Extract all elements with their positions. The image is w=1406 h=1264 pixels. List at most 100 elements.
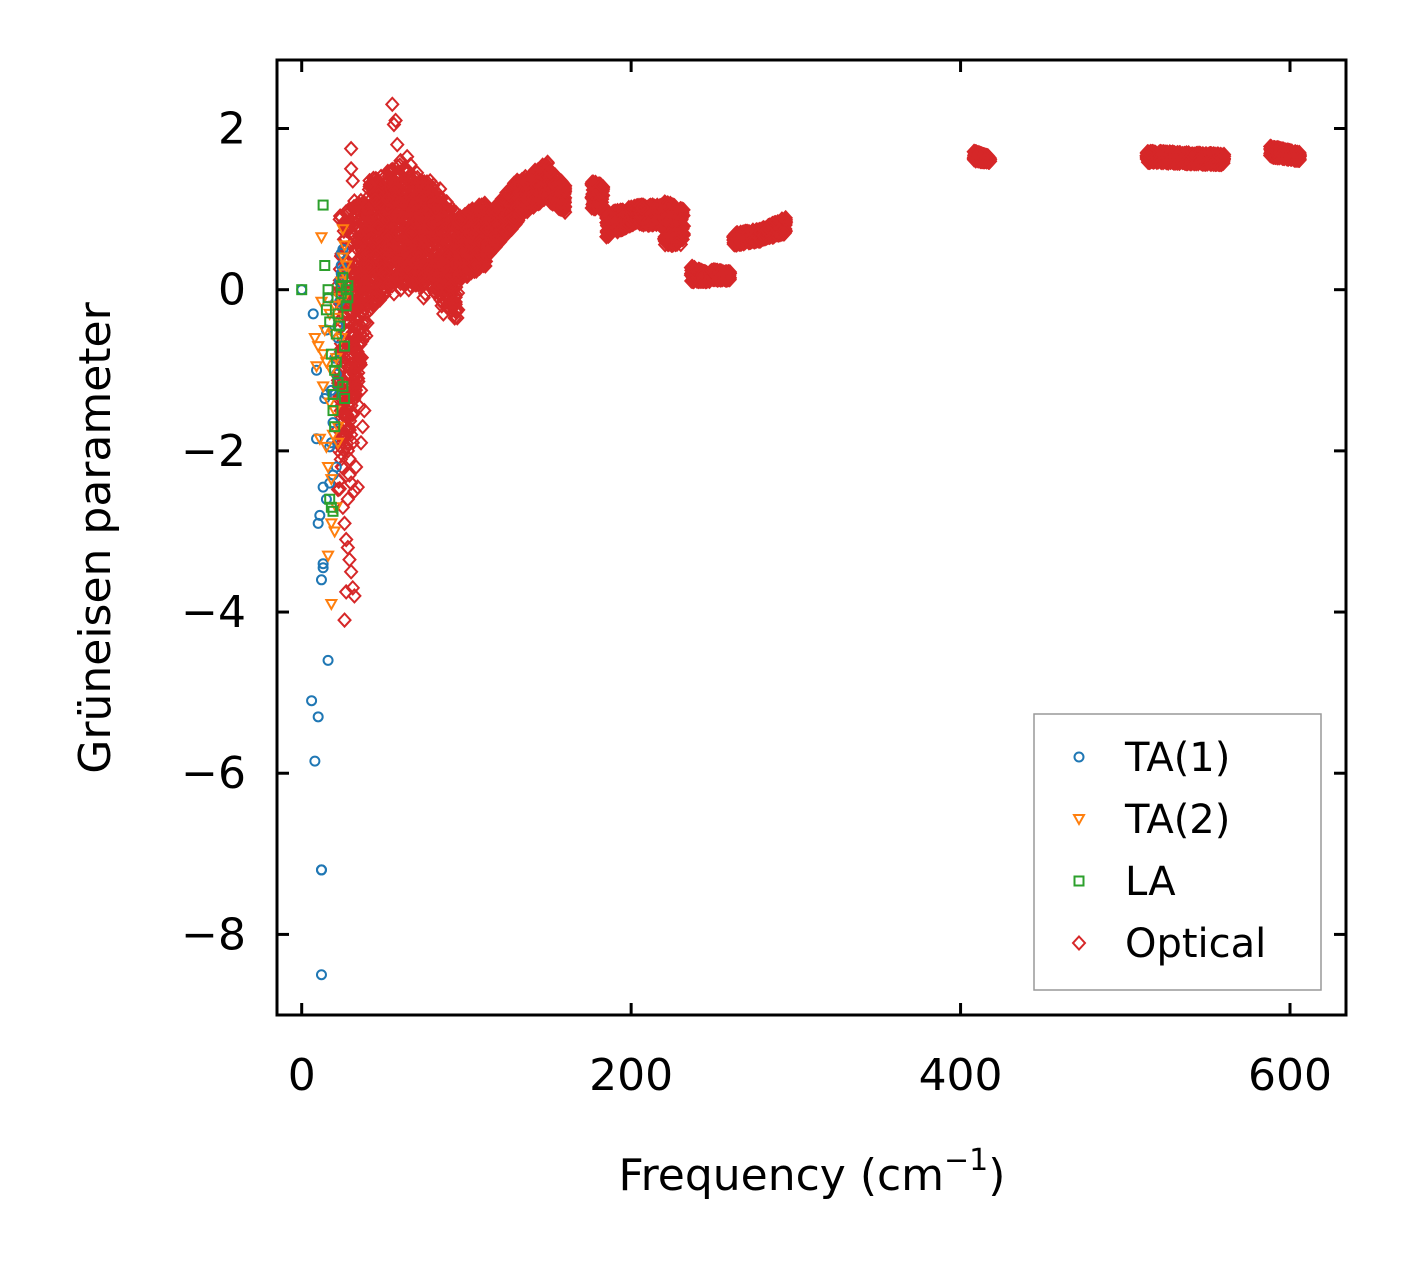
point-optical	[526, 165, 542, 182]
point-optical	[380, 228, 395, 245]
point-optical	[615, 209, 630, 226]
point-optical	[477, 195, 493, 212]
point-optical	[555, 196, 571, 213]
point-optical	[663, 224, 679, 241]
point-optical	[398, 242, 414, 259]
point-optical	[542, 163, 558, 180]
point-optical	[969, 144, 984, 161]
point-optical	[330, 481, 346, 498]
point-optical	[553, 173, 569, 190]
point-optical	[403, 224, 419, 241]
point-optical	[361, 258, 377, 275]
point-optical	[445, 278, 460, 295]
point-optical	[542, 193, 558, 210]
point-optical	[664, 209, 680, 226]
point-optical	[435, 289, 451, 306]
point-optical	[374, 232, 390, 249]
point-optical	[593, 177, 609, 194]
point-optical	[501, 184, 517, 201]
point-optical	[448, 296, 463, 313]
point-optical	[340, 202, 356, 219]
point-optical	[426, 195, 442, 212]
point-optical	[544, 181, 560, 198]
point-optical	[658, 195, 673, 212]
point-optical	[400, 209, 415, 226]
point-optical	[726, 236, 742, 253]
point-optical	[354, 349, 370, 366]
point-optical	[487, 200, 503, 217]
point-optical	[370, 218, 386, 235]
point-optical	[373, 194, 388, 211]
point-optical	[756, 227, 772, 244]
point-optical	[440, 232, 455, 249]
point-optical	[431, 254, 447, 271]
point-optical	[380, 191, 395, 208]
point-optical	[349, 197, 364, 214]
point-optical	[352, 198, 367, 215]
point-optical	[718, 268, 733, 285]
point-optical	[408, 195, 424, 212]
point-optical	[396, 174, 411, 191]
point-optical	[428, 228, 443, 245]
point-optical	[394, 195, 410, 212]
point-optical	[464, 201, 480, 218]
point-optical	[362, 178, 378, 195]
point-optical	[403, 192, 419, 209]
point-optical	[426, 213, 442, 230]
point-optical	[684, 273, 699, 289]
point-optical	[771, 222, 787, 239]
point-optical	[634, 200, 650, 217]
point-optical	[657, 233, 673, 250]
point-optical	[387, 176, 403, 193]
point-optical	[669, 236, 685, 252]
point-optical	[399, 257, 415, 274]
point-optical	[593, 188, 609, 205]
point-optical	[777, 210, 793, 227]
point-optical	[735, 224, 751, 241]
point-optical	[547, 175, 563, 192]
point-optical	[435, 255, 451, 272]
point-optical	[452, 268, 468, 285]
point-optical	[514, 201, 530, 218]
point-optical	[453, 212, 469, 228]
point-optical	[413, 208, 428, 225]
point-optical	[381, 242, 397, 259]
point-optical	[368, 247, 384, 264]
point-optical	[393, 173, 409, 190]
point-optical	[414, 213, 429, 230]
point-optical	[361, 201, 376, 218]
point-optical	[382, 253, 398, 270]
point-optical	[342, 338, 358, 355]
point-optical	[759, 222, 775, 239]
point-optical	[411, 268, 427, 285]
point-optical	[381, 191, 397, 208]
data-marks	[296, 96, 1308, 981]
point-optical	[717, 264, 733, 281]
point-optical	[335, 406, 351, 423]
point-optical	[586, 200, 602, 217]
point-optical	[483, 213, 499, 230]
point-optical	[591, 199, 607, 216]
point-optical	[457, 206, 473, 223]
point-optical	[490, 215, 506, 232]
point-optical	[346, 316, 362, 333]
point-optical	[357, 314, 373, 331]
point-optical	[370, 221, 386, 237]
point-optical	[613, 221, 629, 238]
point-optical	[349, 233, 365, 250]
point-optical	[480, 244, 495, 261]
point-optical	[528, 172, 544, 189]
point-optical	[353, 267, 368, 284]
point-optical	[427, 248, 443, 265]
point-optical	[340, 407, 355, 424]
point-optical	[373, 270, 389, 287]
point-optical	[396, 209, 412, 226]
point-optical	[384, 277, 400, 294]
point-optical	[740, 226, 756, 243]
point-optical	[972, 145, 988, 162]
point-optical	[363, 231, 379, 248]
point-optical	[339, 216, 355, 233]
point-optical	[603, 209, 618, 226]
